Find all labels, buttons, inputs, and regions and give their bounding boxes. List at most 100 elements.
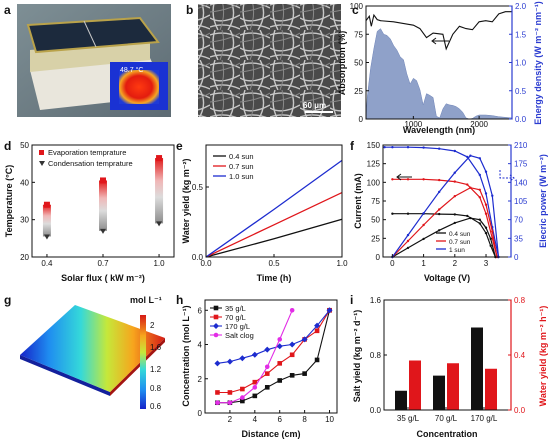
iv-curve-point xyxy=(453,213,456,216)
xtick-label-f: 0 xyxy=(390,259,395,268)
temperature-gradient-bar xyxy=(42,204,51,237)
ticks-f: 0 1 2 3 0 25 50 75 100 125 150 0 35 70 105 140 175 210 xyxy=(367,141,528,268)
xtick-label-h: 4 xyxy=(253,415,258,424)
ytick-label-f: 50 xyxy=(371,216,380,225)
concentration-point xyxy=(226,358,233,365)
panel-label-b: b xyxy=(186,3,193,17)
cbar-tick-2: 2 xyxy=(150,321,155,330)
ytick-label-h: 0 xyxy=(198,409,203,418)
salt-yield-bar xyxy=(433,375,445,410)
iv-curve-point xyxy=(453,149,456,153)
water-yield-line xyxy=(205,159,343,258)
xtick-label-c: 1000 xyxy=(404,120,422,129)
xtick-label-f: 2 xyxy=(453,259,458,268)
iv-curve-point xyxy=(484,212,488,215)
xlabel-h: Distance (cm) xyxy=(241,429,300,439)
water-yield-bar xyxy=(409,360,421,410)
ylabel-h: Concentration (mol L⁻¹) xyxy=(181,305,191,406)
colorbar xyxy=(140,315,146,409)
concentration-point xyxy=(314,328,320,334)
heatmap-slab-side xyxy=(20,355,110,396)
concentration-point xyxy=(227,390,233,395)
power-curve-point xyxy=(491,230,494,233)
ytick-label-f: 125 xyxy=(367,160,381,169)
ytick-label-f: 150 xyxy=(367,141,381,150)
iv-curve-point xyxy=(438,147,441,150)
cbar-tick-16: 1.6 xyxy=(150,343,162,352)
power-curve-point xyxy=(422,237,425,241)
ticks-i: 35 g/L 70 g/L 170 g/L 0.0 0.8 1.6 0.0 0.4 0.8 xyxy=(370,296,526,423)
unit-g: mol L⁻¹ xyxy=(130,295,162,305)
xtick-label-i: 70 g/L xyxy=(435,414,458,423)
ytick-label-d: 20 xyxy=(20,253,29,262)
concentration-point xyxy=(252,379,258,385)
concentration-point xyxy=(264,364,270,370)
concentration-point xyxy=(277,361,283,366)
legend-marker-evap xyxy=(39,150,44,155)
ytick-right-label-c: 0.0 xyxy=(515,115,527,124)
concentration-point xyxy=(264,385,270,390)
ticks-d: 0.4 0.7 1.0 20 30 40 50 xyxy=(20,141,165,268)
concentration-point xyxy=(289,352,295,358)
salt-yield-bar xyxy=(471,327,483,410)
ytick-right-label-f: 140 xyxy=(514,178,528,187)
marks-d xyxy=(42,155,164,240)
legend-label-h: 70 g/L xyxy=(225,313,246,322)
iv-curve-point xyxy=(453,180,456,183)
power-curve-point xyxy=(478,218,481,221)
evaporation-marker xyxy=(156,155,163,162)
ytick-label-i: 0.0 xyxy=(370,406,382,415)
legend-e-10: 1.0 sun xyxy=(229,172,254,181)
iv-curve-point xyxy=(438,178,441,182)
iv-curve xyxy=(392,178,498,258)
concentration-point xyxy=(251,351,258,358)
scale-bar-label: 60 μm xyxy=(303,101,326,110)
panel-label-i: i xyxy=(350,293,353,307)
power-curve xyxy=(392,217,496,258)
concentration-line xyxy=(217,310,330,394)
power-curve-point xyxy=(438,208,441,211)
condensation-marker xyxy=(156,221,163,227)
iv-curve-point xyxy=(422,146,425,149)
iv-curve-point xyxy=(466,183,469,186)
legend-f-04: 0.4 sun xyxy=(449,231,471,238)
legend-cond: Condensation temprature xyxy=(48,159,133,168)
power-curve xyxy=(391,187,498,258)
ytick-right-label-c: 2.0 xyxy=(515,2,527,11)
ytick-label-f: 100 xyxy=(367,178,381,187)
xtick-label-f: 3 xyxy=(484,259,489,268)
ytick-right-label-c: 0.5 xyxy=(515,87,527,96)
power-curve-point xyxy=(453,171,456,174)
ytick-label-c: 75 xyxy=(354,30,363,39)
ticks-c: 1000 2000 0 25 50 75 100 0.0 0.5 1.0 1.5 2.0 xyxy=(350,2,527,129)
legend-marker-h xyxy=(213,314,219,320)
iv-curve-point xyxy=(478,196,481,199)
panel-d: d 0.4 0.7 1.0 20 30 40 50 Evaporation tempratu… xyxy=(4,139,175,283)
concentration-point xyxy=(240,386,245,392)
legend-label-h: Salt clog xyxy=(225,331,254,340)
xtick-label-d: 0.4 xyxy=(41,259,53,268)
concentration-point xyxy=(227,400,233,406)
concentration-point xyxy=(252,393,258,399)
xlabel-f: Voltage (V) xyxy=(424,273,470,283)
power-curve-point xyxy=(453,195,456,198)
concentration-point xyxy=(289,373,295,378)
power-curve-point xyxy=(478,188,481,191)
cbar-tick-12: 1.2 xyxy=(150,365,162,374)
xtick-label-d: 0.7 xyxy=(97,259,109,268)
power-curve-point xyxy=(491,194,494,197)
ylabel-d: Temperature (°C) xyxy=(4,165,14,237)
ytick-label-e: 0.5 xyxy=(192,183,204,192)
concentration-point xyxy=(277,337,283,342)
concentration-point xyxy=(239,355,246,362)
panel-label-h: h xyxy=(176,293,183,307)
xlabel-i: Concentration xyxy=(416,429,477,439)
ylabel-left-f: Current (mA) xyxy=(353,173,363,229)
ytick-label-f: 25 xyxy=(371,234,380,243)
power-curve-point xyxy=(469,186,472,189)
ytick-right-label-f: 210 xyxy=(514,141,528,150)
energy-density-area xyxy=(365,28,513,120)
panel-label-d: d xyxy=(4,139,11,153)
absorption-arrow xyxy=(431,37,449,45)
iv-curve-point xyxy=(406,178,410,181)
